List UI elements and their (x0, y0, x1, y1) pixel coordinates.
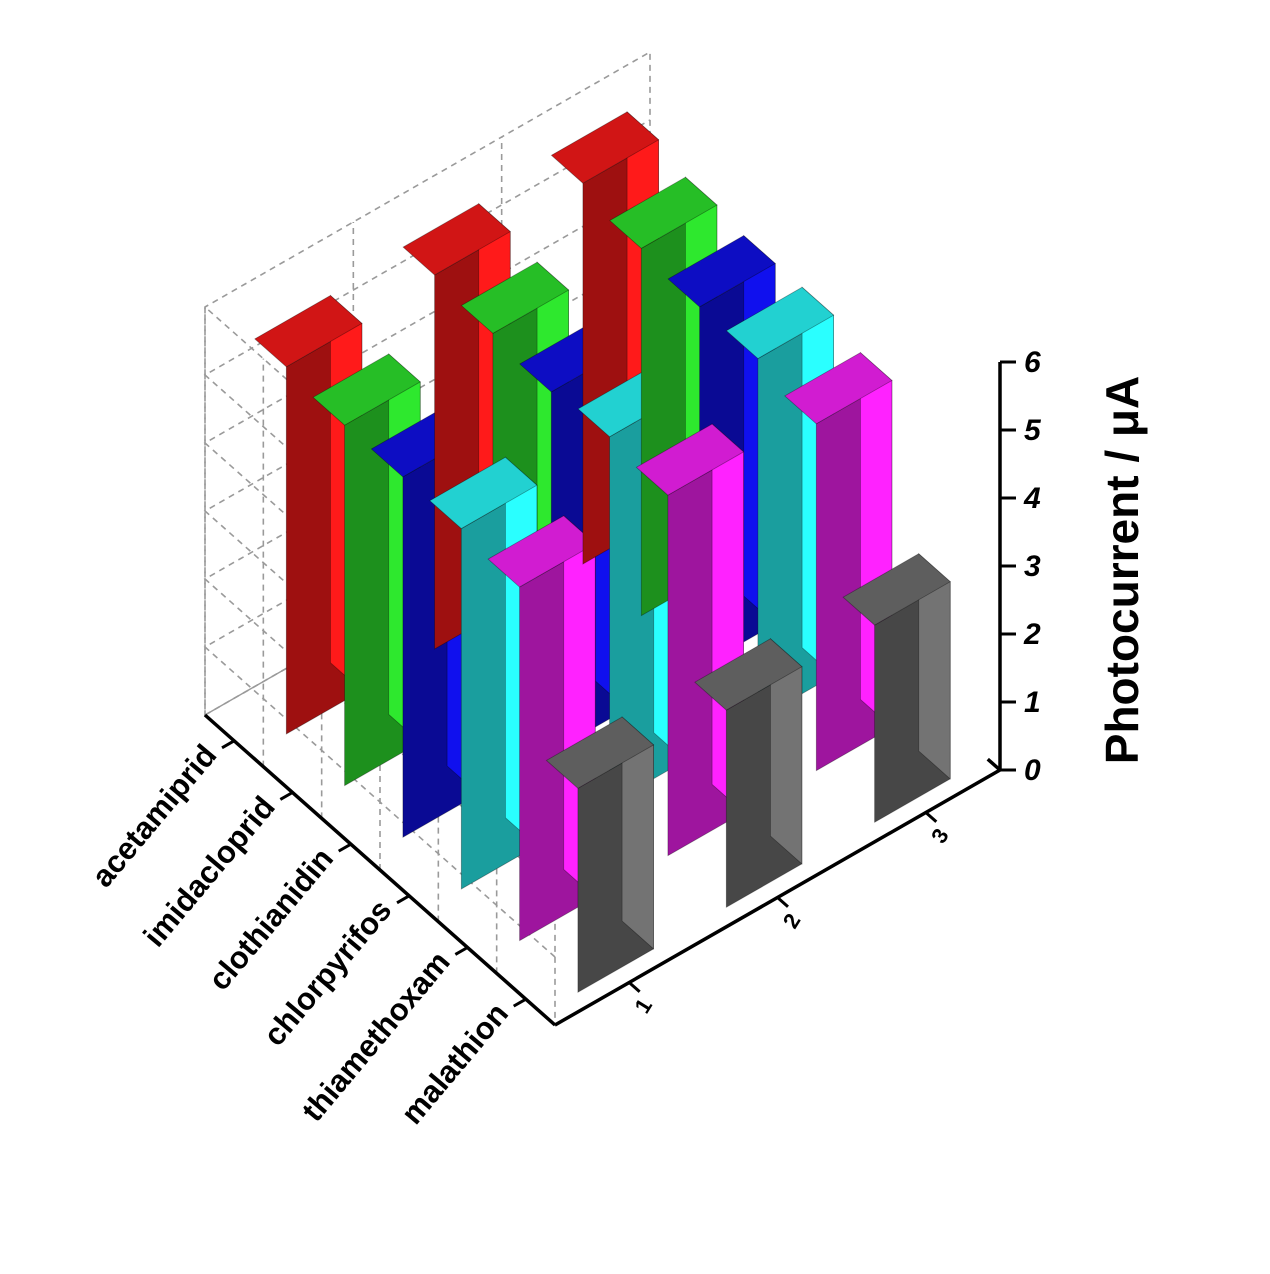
x-tick (924, 811, 938, 823)
bar-face-top (545, 716, 655, 789)
z-tick-label: 6 (1024, 346, 1041, 379)
axes-layer (203, 360, 1016, 1027)
bar-face-top (694, 638, 803, 711)
category-tick (279, 791, 294, 801)
z-tick-label: 0 (1024, 754, 1041, 787)
category-tick (337, 842, 352, 853)
bar (842, 552, 951, 823)
bar-face-top (254, 295, 363, 368)
bar-face-top (842, 553, 951, 626)
bars-layer (254, 111, 951, 993)
bar (545, 716, 655, 993)
bar-face-top (609, 176, 718, 249)
z-tick-label: 1 (1024, 686, 1041, 719)
x-tick-label: 1 (629, 994, 657, 1018)
bar-face-top (402, 203, 511, 276)
x-tick-label: 3 (926, 824, 954, 848)
bar-face-top (635, 423, 745, 496)
category-axis-line (203, 713, 557, 1027)
x-tick (628, 981, 641, 993)
z-axis-foot (986, 757, 1002, 772)
bar (694, 637, 803, 908)
z-tick-label: 2 (1023, 618, 1041, 651)
category-tick (512, 997, 527, 1008)
bar-face-top (667, 235, 776, 308)
category-tick (396, 894, 410, 905)
bar-face-top (460, 261, 570, 334)
bar-face-top (429, 456, 538, 530)
bar-face-top (312, 353, 421, 426)
bar-face-top (725, 286, 835, 360)
z-tick-label: 3 (1024, 550, 1041, 583)
z-tick-label: 5 (1024, 414, 1042, 447)
category-tick (221, 739, 235, 750)
bar-face-top (487, 515, 596, 588)
x-tick-label: 2 (778, 909, 806, 933)
z-axis-label: Photocurrent / μA (1096, 376, 1148, 764)
x-tick (776, 896, 789, 908)
bar-face-top (784, 352, 893, 425)
bar-face-top (550, 111, 660, 184)
category-tick (454, 946, 469, 956)
z-tick-label: 4 (1023, 482, 1041, 515)
